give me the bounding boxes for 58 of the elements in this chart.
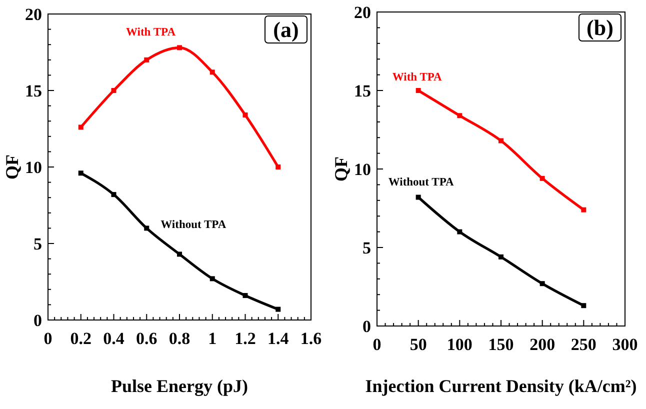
x-tick-label: 250 (570, 335, 596, 354)
y-tick-label: 0 (34, 311, 42, 330)
series-label: Without TPA (160, 219, 227, 232)
x-tick-label: 300 (612, 335, 638, 354)
point (111, 88, 116, 93)
x-tick-label: 0.6 (136, 329, 158, 348)
point (210, 70, 215, 75)
y-tick-label: 15 (354, 82, 371, 100)
x-tick-label: 50 (410, 335, 427, 354)
x-tick-label: 150 (488, 335, 514, 354)
x-tick-label: 1.2 (234, 329, 256, 348)
point (276, 164, 281, 170)
x-axis-title: Pulse Energy (pJ) (111, 376, 248, 396)
point (177, 252, 182, 257)
point (242, 293, 248, 298)
point (498, 254, 504, 260)
chart-title: (b) (586, 15, 614, 40)
point (457, 113, 462, 118)
chart-title: (a) (273, 17, 299, 42)
y-tick-label: 20 (25, 5, 42, 24)
point (78, 170, 84, 176)
y-tick-label: 10 (25, 158, 42, 177)
point (242, 112, 248, 118)
y-tick-label: 10 (354, 160, 371, 179)
x-tick-label: 100 (446, 335, 472, 354)
y-axis-title: QF (331, 156, 351, 182)
point (111, 192, 116, 198)
x-tick-label: 1.6 (300, 329, 322, 348)
x-tick-label: 1.4 (268, 329, 290, 348)
y-tick-label: 15 (25, 82, 42, 100)
point (498, 138, 504, 144)
point (540, 176, 545, 181)
point (581, 303, 586, 308)
x-axis-title: Injection Current Density (kA/cm²) (365, 376, 637, 396)
y-axis-title: QF (2, 154, 22, 180)
point (144, 226, 150, 231)
y-tick-label: 0 (362, 317, 371, 336)
point (581, 207, 586, 212)
y-tick-label: 20 (354, 3, 371, 22)
point (177, 45, 182, 50)
point (78, 124, 84, 130)
series-label: With TPA (392, 72, 443, 84)
point (416, 194, 421, 200)
point (416, 88, 421, 93)
x-tick-label: 0.8 (168, 329, 190, 348)
x-tick-label: 1 (208, 329, 217, 348)
point (276, 306, 281, 312)
point (210, 276, 215, 282)
point (540, 281, 545, 286)
series-label: With TPA (126, 26, 176, 39)
x-tick-label: 200 (530, 335, 556, 354)
y-tick-label: 5 (34, 234, 42, 254)
y-tick-label: 5 (362, 238, 371, 258)
x-tick-label: 0.2 (70, 329, 92, 348)
x-tick-label: 0.4 (103, 329, 125, 348)
series-label: Without TPA (388, 176, 455, 188)
point (144, 57, 150, 62)
point (457, 229, 462, 234)
